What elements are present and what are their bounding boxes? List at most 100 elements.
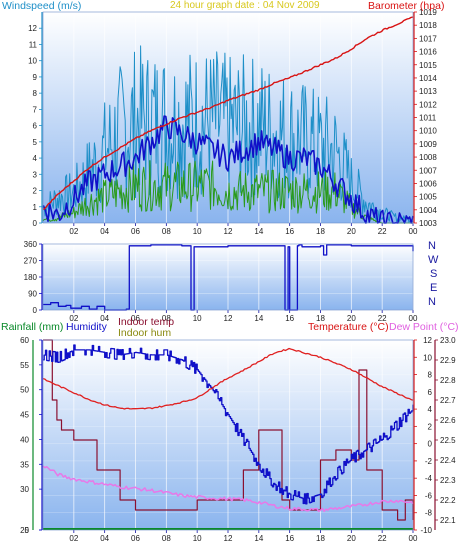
temperature-x-tick-label: 12 (224, 534, 233, 543)
rainfall-axis-label: Rainfall (mm) (1, 321, 64, 333)
barometer-y-tick-label: 1005 (419, 193, 437, 202)
temperature-y-tick-label: -10 (420, 526, 432, 535)
barometer-y-tick-label: 1010 (419, 127, 437, 136)
direction-x-tick-label: 02 (69, 314, 78, 323)
wind-x-tick-label: 02 (69, 227, 78, 236)
wind-x-tick-label: 08 (162, 227, 171, 236)
barometer-y-tick-label: 1018 (419, 21, 437, 30)
indoor-temp-y-tick-label: 22.1 (440, 516, 456, 525)
dew-point-series (42, 465, 414, 513)
panel-frame (42, 243, 414, 311)
direction-y-tick-label: 360 (24, 240, 38, 249)
wind-x-tick-label: 12 (224, 227, 233, 236)
wind-x-tick-label: 16 (285, 227, 294, 236)
wind-y-tick-label: 1 (33, 203, 38, 212)
direction-x-tick-label: 04 (100, 314, 109, 323)
barometer-y-tick-label: 1013 (419, 87, 437, 96)
wind-y-tick-label: 6 (33, 122, 38, 131)
wind-y-tick-label: 0 (33, 219, 38, 228)
panel-frame (42, 339, 414, 531)
barometer-y-tick-label: 1004 (419, 206, 437, 215)
temperature-x-tick-label: 10 (193, 534, 202, 543)
indoor-temp-y-tick-label: 22.7 (440, 396, 456, 405)
temperature-y-tick-label: 6 (428, 388, 433, 397)
direction-x-tick-label: 08 (162, 314, 171, 323)
direction-label-s: S (430, 268, 438, 280)
barometer-axis-label: Barometer (hpa) (368, 0, 445, 12)
indoor-temp-series (43, 339, 414, 521)
temperature-x-tick-label: 18 (316, 534, 325, 543)
wind-y-tick-label: 8 (33, 89, 38, 98)
humidity-y-tick-label: 60 (20, 336, 29, 345)
barometer-y-tick-label: 1011 (419, 114, 437, 123)
dew-point-axis-label: Dew Point (°C) (389, 321, 459, 333)
direction-label-e: E (430, 282, 438, 294)
humidity-y-tick-label: 45 (20, 411, 29, 420)
direction-y-tick-label: 0 (33, 306, 38, 315)
indoor-temp-y-tick-label: 22.2 (440, 496, 456, 505)
direction-x-tick-label: 14 (254, 314, 263, 323)
chart-title: 24 hour graph date : 04 Nov 2009 (170, 0, 320, 11)
temperature-y-tick-label: 10 (423, 353, 432, 362)
panel-frame (42, 11, 414, 224)
direction-label-w: W (428, 254, 439, 266)
wind-y-tick-label: 10 (28, 57, 37, 66)
wind-x-tick-label: 04 (100, 227, 109, 236)
temperature-y-tick-label: -6 (425, 491, 433, 500)
humidity-legend: Humidity (66, 321, 107, 333)
indoor-temp-y-tick-label: 22.4 (440, 456, 456, 465)
barometer-y-tick-label: 1009 (419, 140, 437, 149)
wind-y-tick-label: 3 (33, 170, 38, 179)
barometer-y-tick-label: 1008 (419, 153, 437, 162)
temperature-x-tick-label: 14 (254, 534, 263, 543)
temperature-x-tick-label: 00 (409, 534, 418, 543)
direction-x-tick-label: 10 (193, 314, 202, 323)
wind-y-tick-label: 2 (33, 187, 38, 196)
temperature-y-tick-label: 12 (423, 336, 432, 345)
direction-y-tick-label: 180 (24, 273, 38, 282)
wind-x-tick-label: 00 (409, 227, 418, 236)
temperature-y-tick-label: -2 (425, 457, 433, 466)
direction-x-tick-label: 06 (131, 314, 140, 323)
wind-x-tick-label: 20 (347, 227, 356, 236)
humidity-y-tick-label: 0 (25, 526, 30, 535)
indoor-hum-legend: Indoor hum (118, 327, 172, 339)
direction-label-n-bottom: N (428, 296, 436, 308)
humidity-y-tick-label: 35 (20, 460, 29, 469)
barometer-y-tick-label: 1006 (419, 179, 437, 188)
barometer-y-tick-label: 1017 (419, 34, 437, 43)
humidity-series (43, 344, 414, 505)
temperature-x-tick-label: 04 (100, 534, 109, 543)
temperature-x-tick-label: 02 (69, 534, 78, 543)
temperature-x-tick-label: 20 (347, 534, 356, 543)
humidity-y-tick-label: 30 (20, 485, 29, 494)
direction-x-tick-label: 22 (378, 314, 387, 323)
barometer-y-tick-label: 1007 (419, 166, 437, 175)
direction-x-tick-label: 18 (316, 314, 325, 323)
wind-y-tick-label: 5 (33, 138, 38, 147)
wind-x-tick-label: 18 (316, 227, 325, 236)
wind-x-tick-label: 06 (131, 227, 140, 236)
barometer-y-tick-label: 1014 (419, 74, 437, 83)
direction-x-tick-label: 00 (409, 314, 418, 323)
indoor-temp-y-tick-label: 23.0 (440, 336, 456, 345)
temperature-y-tick-label: 4 (428, 405, 433, 414)
temperature-series (42, 347, 414, 410)
barometer-y-tick-label: 1016 (419, 48, 437, 57)
windspeed-axis-label: Windspeed (m/s) (2, 0, 82, 12)
temperature-x-tick-label: 16 (285, 534, 294, 543)
temperature-axis-label: Temperature (°C) (308, 321, 389, 333)
wind-x-tick-label: 10 (193, 227, 202, 236)
humidity-y-tick-label: 50 (20, 386, 29, 395)
temperature-x-tick-label: 08 (162, 534, 171, 543)
indoor-temp-legend: Indoor temp (118, 316, 175, 328)
barometer-y-tick-label: 1003 (419, 219, 437, 228)
indoor-temp-y-tick-label: 22.6 (440, 416, 456, 425)
wind-y-tick-label: 11 (29, 40, 38, 49)
direction-y-tick-label: 90 (28, 290, 37, 299)
indoor-temp-y-tick-label: 22.5 (440, 436, 456, 445)
indoor-temp-y-tick-label: 22.9 (440, 356, 456, 365)
humidity-y-tick-label: 25 (20, 526, 29, 535)
wind-y-tick-label: 12 (28, 24, 37, 33)
